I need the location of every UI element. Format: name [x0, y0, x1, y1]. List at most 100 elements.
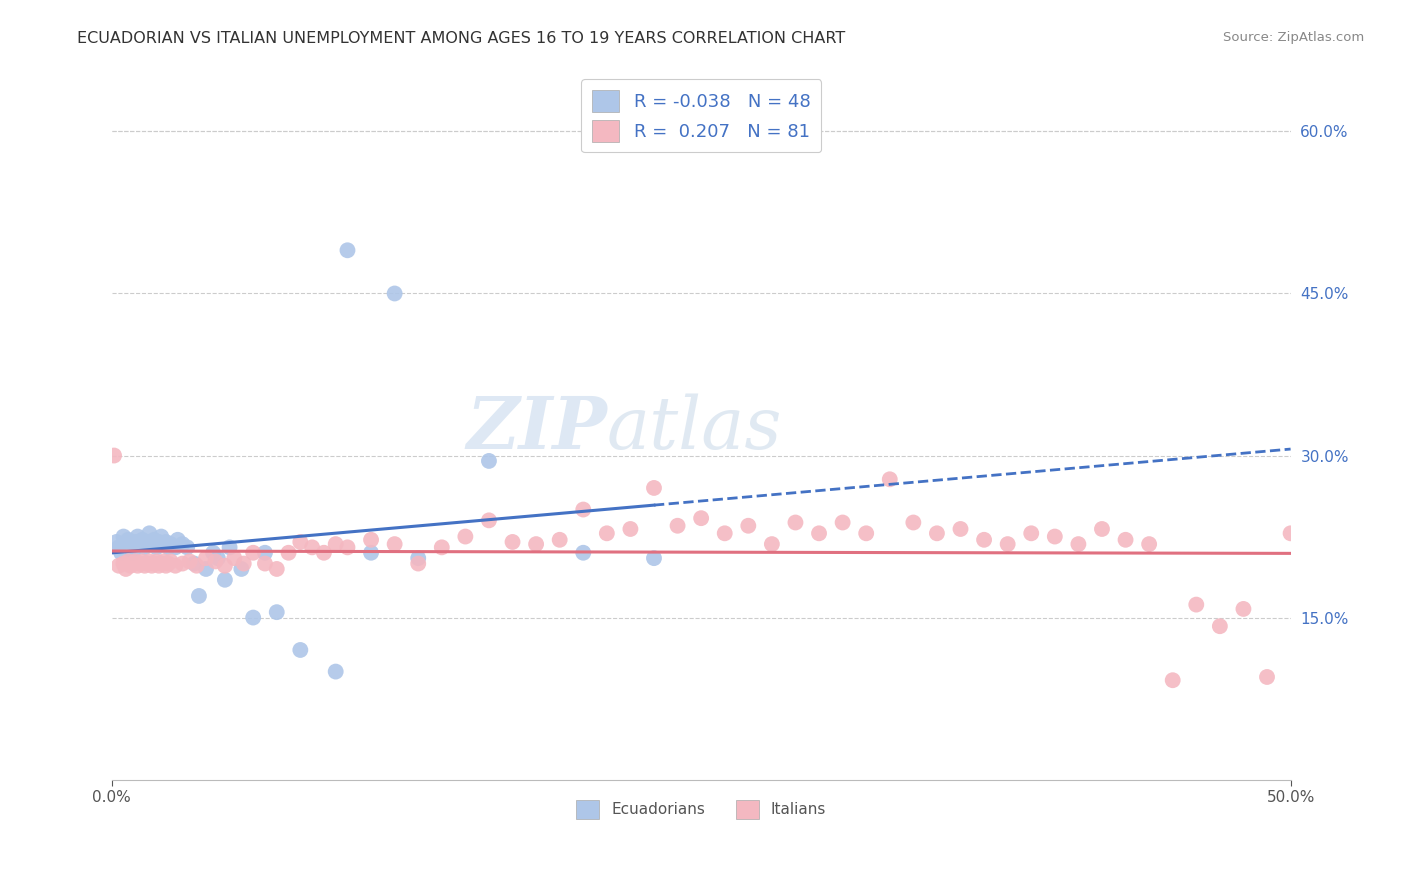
Point	[502, 535, 524, 549]
Point	[1209, 619, 1232, 633]
Point	[134, 558, 156, 573]
Point	[1161, 673, 1184, 688]
Point	[148, 535, 170, 549]
Point	[159, 554, 181, 568]
Point	[761, 537, 783, 551]
Point	[195, 562, 218, 576]
Point	[1279, 526, 1302, 541]
Point	[325, 537, 347, 551]
Point	[572, 502, 595, 516]
Point	[737, 518, 759, 533]
Point	[134, 541, 156, 555]
Point	[384, 286, 406, 301]
Point	[145, 554, 167, 568]
Point	[159, 537, 181, 551]
Point	[172, 537, 194, 551]
Point	[879, 472, 901, 486]
Point	[973, 533, 995, 547]
Point	[152, 537, 174, 551]
Point	[115, 562, 138, 576]
Point	[186, 558, 208, 573]
Point	[176, 541, 198, 555]
Point	[1256, 670, 1278, 684]
Point	[290, 535, 312, 549]
Point	[138, 554, 160, 568]
Point	[301, 541, 323, 555]
Point	[713, 526, 735, 541]
Point	[454, 530, 477, 544]
Point	[643, 551, 665, 566]
Point	[107, 541, 129, 555]
Point	[141, 537, 163, 551]
Point	[360, 533, 382, 547]
Point	[690, 511, 713, 525]
Point	[172, 557, 194, 571]
Point	[253, 546, 276, 560]
Text: ECUADORIAN VS ITALIAN UNEMPLOYMENT AMONG AGES 16 TO 19 YEARS CORRELATION CHART: ECUADORIAN VS ITALIAN UNEMPLOYMENT AMONG…	[77, 31, 845, 46]
Point	[949, 522, 972, 536]
Point	[115, 537, 138, 551]
Point	[183, 557, 205, 571]
Point	[202, 546, 225, 560]
Point	[619, 522, 641, 536]
Point	[110, 546, 132, 560]
Point	[266, 605, 288, 619]
Point	[131, 533, 153, 547]
Point	[218, 541, 240, 555]
Point	[166, 533, 188, 547]
Point	[997, 537, 1019, 551]
Point	[145, 541, 167, 555]
Point	[232, 557, 254, 571]
Point	[1137, 537, 1160, 551]
Point	[785, 516, 807, 530]
Point	[903, 516, 925, 530]
Point	[253, 557, 276, 571]
Point	[124, 554, 146, 568]
Point	[143, 533, 166, 547]
Point	[107, 558, 129, 573]
Text: ZIP: ZIP	[465, 393, 607, 464]
Point	[148, 558, 170, 573]
Point	[120, 541, 142, 555]
Point	[242, 546, 264, 560]
Point	[290, 643, 312, 657]
Point	[136, 535, 159, 549]
Point	[277, 546, 299, 560]
Point	[165, 541, 187, 555]
Point	[143, 557, 166, 571]
Point	[214, 558, 236, 573]
Point	[124, 535, 146, 549]
Point	[478, 454, 501, 468]
Point	[231, 562, 253, 576]
Point	[122, 546, 145, 560]
Point	[136, 557, 159, 571]
Point	[666, 518, 689, 533]
Point	[1185, 598, 1208, 612]
Point	[643, 481, 665, 495]
Point	[187, 589, 209, 603]
Point	[360, 546, 382, 560]
Point	[831, 516, 853, 530]
Point	[242, 610, 264, 624]
Point	[141, 558, 163, 573]
Point	[325, 665, 347, 679]
Text: Source: ZipAtlas.com: Source: ZipAtlas.com	[1223, 31, 1364, 45]
Legend: Ecuadorians, Italians: Ecuadorians, Italians	[569, 794, 832, 824]
Point	[572, 546, 595, 560]
Point	[120, 558, 142, 573]
Point	[266, 562, 288, 576]
Point	[207, 551, 229, 566]
Point	[384, 537, 406, 551]
Point	[112, 530, 135, 544]
Point	[596, 526, 619, 541]
Point	[808, 526, 831, 541]
Point	[430, 541, 453, 555]
Point	[138, 526, 160, 541]
Point	[406, 551, 429, 566]
Text: atlas: atlas	[607, 393, 782, 464]
Point	[195, 551, 218, 566]
Point	[112, 557, 135, 571]
Point	[1091, 522, 1114, 536]
Point	[105, 535, 128, 549]
Point	[157, 541, 180, 555]
